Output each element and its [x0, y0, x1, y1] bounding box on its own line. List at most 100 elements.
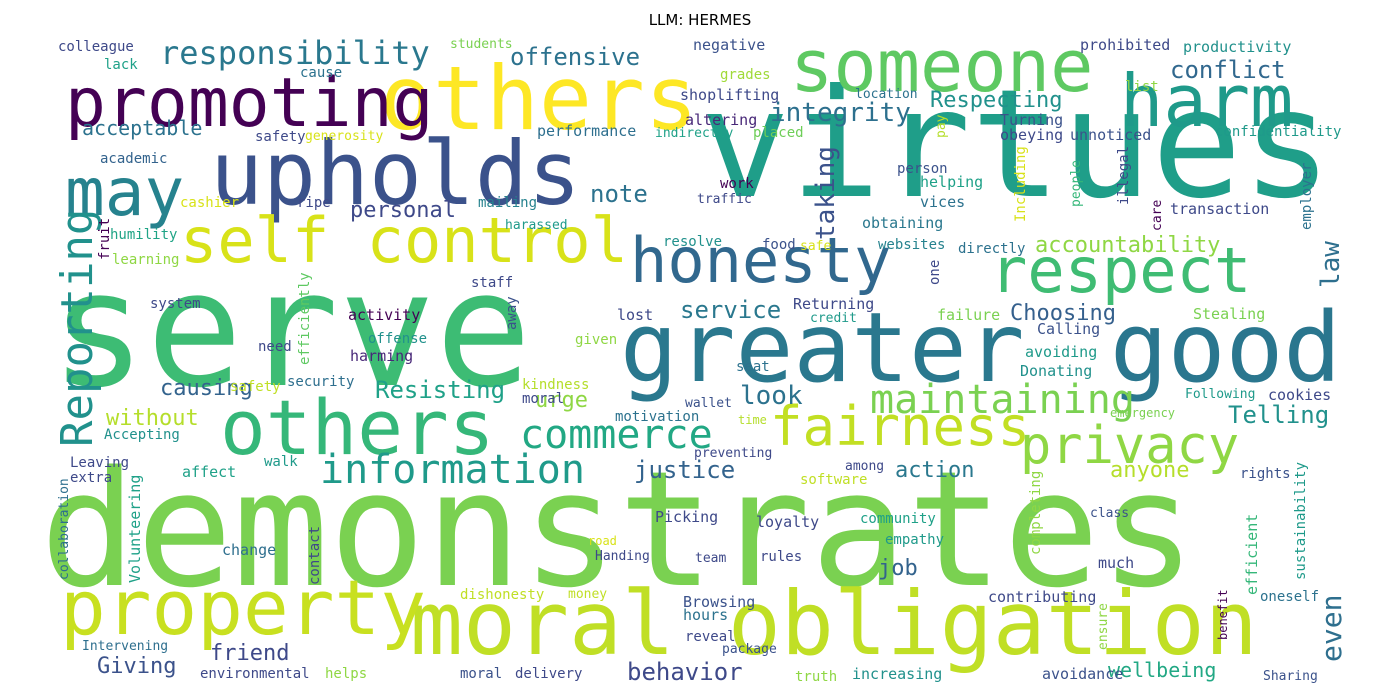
word-staff: staff — [471, 275, 514, 291]
word-telling: Telling — [1228, 401, 1330, 429]
word-self-control: self control — [180, 204, 628, 277]
word-cookies: cookies — [1268, 386, 1332, 404]
word-intervening: Intervening — [82, 639, 169, 654]
word-seat: seat — [736, 359, 770, 375]
word-delivery: delivery — [515, 666, 583, 682]
word-activity: activity — [348, 306, 421, 324]
word-personal: personal — [350, 198, 456, 223]
word-walk: walk — [264, 454, 298, 470]
word-wallet: wallet — [685, 396, 732, 411]
word-contributing: contributing — [988, 588, 1097, 606]
word-promoting: promoting — [65, 64, 434, 143]
word-others: others — [380, 47, 698, 150]
chart-title: LLM: HERMES — [648, 11, 752, 29]
word-obtaining: obtaining — [862, 214, 944, 232]
word-money: money — [568, 587, 608, 602]
word-calling: Calling — [1037, 320, 1101, 338]
word-students: students — [450, 37, 513, 52]
word-conflict: conflict — [1170, 56, 1286, 84]
word-time: time — [738, 413, 767, 427]
word-harm: harm — [1120, 59, 1294, 143]
word-illegal: illegal — [1116, 145, 1132, 205]
word-donating: Donating — [1020, 362, 1093, 380]
word-ensure: ensure — [1096, 603, 1111, 650]
word-change: change — [222, 541, 277, 559]
word-helping: helping — [920, 173, 984, 191]
word-following: Following — [1185, 387, 1256, 402]
word-reveal: reveal — [685, 629, 736, 645]
word-safe: safe — [800, 239, 832, 254]
word-much: much — [1098, 554, 1135, 572]
word-privacy: privacy — [1020, 416, 1240, 476]
word-even: even — [1315, 594, 1348, 662]
word-friend: friend — [210, 641, 290, 666]
word-one: one — [927, 259, 943, 285]
word-harassed: harassed — [505, 218, 568, 233]
word-indirectly: indirectly — [655, 126, 734, 141]
word-motivation: motivation — [615, 409, 700, 425]
word-property: property — [60, 563, 427, 652]
word-shoplifting: shoplifting — [680, 86, 780, 104]
word-resolve: resolve — [663, 234, 723, 250]
word-moral-obligation: moral obligation — [410, 572, 1258, 675]
word-taking: taking — [811, 146, 841, 240]
word-generosity: generosity — [305, 129, 384, 144]
word-confidentiality: confidentiality — [1215, 124, 1342, 140]
word-road: road — [588, 534, 617, 548]
word-moral: moral — [522, 391, 565, 407]
word-offense: offense — [368, 331, 428, 347]
word-person: person — [897, 161, 948, 177]
word-rules: rules — [760, 549, 803, 565]
word-ripe: ripe — [297, 195, 331, 211]
word-cloud: virtues serve demonstrates moral obligation… — [44, 34, 1356, 690]
word-look: look — [740, 381, 803, 411]
word-among: among — [845, 459, 885, 474]
word-giving: Giving — [97, 654, 177, 679]
word-productivity: productivity — [1183, 38, 1292, 56]
word-helps: helps — [325, 666, 368, 682]
word-increasing: increasing — [852, 665, 943, 683]
word-behavior: behavior — [627, 658, 743, 686]
word-demonstrates: demonstrates — [44, 436, 1196, 623]
word-maintaining: maintaining — [870, 377, 1135, 423]
word-dishonesty: dishonesty — [460, 587, 545, 603]
word-volunteering: Volunteering — [126, 474, 144, 583]
word-turning: Turning — [1000, 111, 1064, 129]
word-obeying: obeying — [1000, 126, 1064, 144]
word-lack: lack — [104, 57, 138, 73]
word-performance: performance — [537, 122, 637, 140]
word-information: information — [320, 447, 585, 493]
word-vices: vices — [920, 193, 966, 211]
word-responsibility: responsibility — [160, 34, 430, 72]
word-someone: someone — [790, 34, 1094, 108]
word-service: service — [680, 296, 782, 324]
word-emergency: emergency — [1110, 406, 1176, 420]
word-altering: altering — [685, 111, 758, 129]
word-commerce: commerce — [520, 412, 713, 458]
word-accepting: Accepting — [104, 427, 180, 443]
word-hours: hours — [683, 606, 729, 624]
word-grades: grades — [720, 67, 771, 83]
word-completing: completing — [1028, 470, 1044, 555]
word-benefit: benefit — [1216, 589, 1230, 640]
word-without: without — [106, 406, 199, 431]
word-acceptable: acceptable — [82, 116, 203, 140]
word-pay: pay — [934, 114, 949, 138]
word-safety: safety — [230, 379, 281, 395]
word-sharing: Sharing — [1263, 669, 1318, 684]
word-need: need — [258, 339, 292, 355]
word-colleague: colleague — [58, 39, 134, 55]
word-cause: cause — [300, 65, 343, 81]
word-affect: affect — [182, 463, 237, 481]
word-care: care — [1150, 199, 1165, 231]
word-serve: serve — [50, 236, 532, 423]
word-safety: safety — [255, 129, 306, 145]
word-fruit: fruit — [97, 217, 113, 260]
word-humility: humility — [110, 227, 178, 243]
word-including: Including — [1013, 146, 1029, 222]
word-upholds: upholds — [210, 122, 581, 225]
word-oneself: oneself — [1260, 589, 1320, 605]
word-learning: learning — [112, 252, 180, 268]
word-leaving: Leaving — [70, 455, 130, 471]
word-extra: extra — [70, 470, 113, 486]
